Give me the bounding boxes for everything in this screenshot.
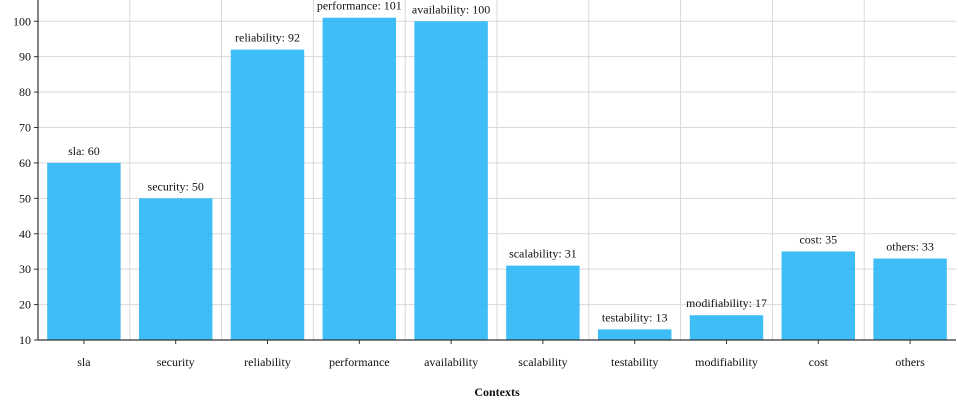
bar-data-label-testability: testability: 13	[602, 310, 668, 324]
x-tick-label-security: security	[157, 355, 195, 369]
x-axis-title: Contexts	[474, 385, 520, 399]
y-axis-ticks: 10 20 30 40 50 60 70 80 90 100	[13, 14, 38, 347]
bar-data-label-cost: cost: 35	[799, 232, 837, 246]
bar-data-label-scalability: scalability: 31	[509, 247, 577, 261]
x-tick-label-scalability: scalability	[518, 355, 567, 369]
bar-reliability[interactable]	[230, 49, 305, 340]
bar-performance[interactable]	[322, 17, 397, 340]
bar-data-label-availability: availability: 100	[412, 2, 490, 16]
bar-availability[interactable]	[414, 21, 488, 340]
x-axis-ticks: sla security reliability performance availab…	[77, 340, 925, 369]
x-tick-label-reliability: reliability	[244, 355, 291, 369]
bar-data-label-security: security: 50	[148, 179, 204, 193]
bar-cost[interactable]	[781, 251, 856, 340]
bar-modifiability[interactable]	[689, 315, 764, 340]
bars	[47, 17, 947, 340]
bar-sla[interactable]	[47, 162, 121, 340]
y-tick-label: 50	[19, 191, 31, 205]
y-tick-label: 20	[19, 298, 31, 312]
bar-data-label-modifiability: modifiability: 17	[686, 296, 767, 310]
x-tick-label-sla: sla	[77, 355, 91, 369]
bar-data-label-performance: performance: 101	[317, 0, 402, 13]
y-tick-label: 10	[19, 333, 31, 347]
x-gridlines	[129, 0, 865, 340]
x-tick-label-availability: availability	[424, 355, 478, 369]
x-tick-label-cost: cost	[809, 355, 829, 369]
y-tick-label: 30	[19, 262, 31, 276]
y-tick-label: 80	[19, 85, 31, 99]
x-tick-label-modifiability: modifiability	[695, 355, 758, 369]
bar-data-label-others: others: 33	[886, 240, 934, 254]
y-tick-label: 100	[13, 14, 31, 28]
y-tick-label: 90	[19, 50, 31, 64]
x-tick-label-others: others	[895, 355, 925, 369]
bar-testability[interactable]	[597, 329, 672, 340]
bar-data-labels: sla: 60 security: 50 reliability: 92 perfor…	[68, 0, 934, 324]
y-tick-label: 40	[19, 227, 31, 241]
bar-others[interactable]	[873, 258, 947, 340]
bar-data-label-reliability: reliability: 92	[235, 31, 300, 45]
bar-scalability[interactable]	[506, 265, 580, 340]
y-tick-label: 60	[19, 156, 31, 170]
bar-data-label-sla: sla: 60	[68, 144, 100, 158]
x-tick-label-performance: performance	[329, 355, 390, 369]
bar-security[interactable]	[138, 198, 213, 340]
y-tick-label: 70	[19, 121, 31, 135]
x-tick-label-testability: testability	[611, 355, 658, 369]
